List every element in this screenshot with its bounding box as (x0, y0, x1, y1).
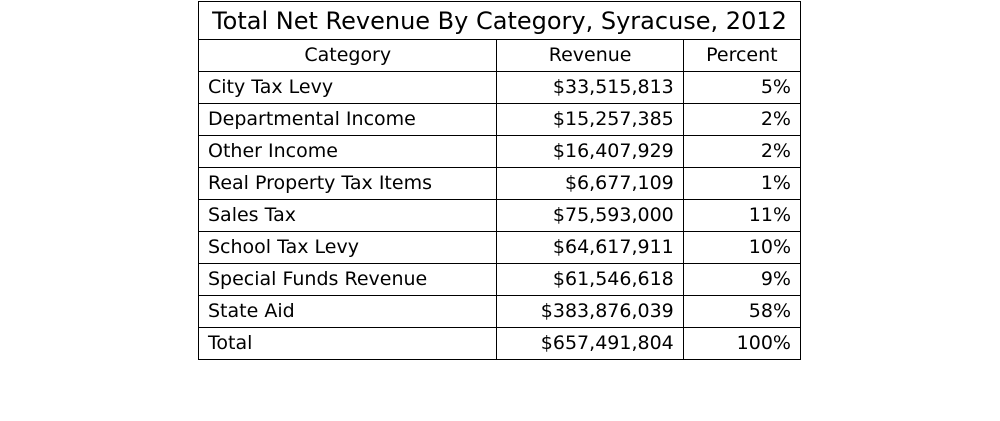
category-cell: Real Property Tax Items (197, 167, 498, 200)
table-row: School Tax Levy $64,617,911 10% (197, 231, 802, 264)
percent-cell: 2% (682, 103, 802, 136)
revenue-cell: $33,515,813 (496, 71, 684, 104)
table-row: Other Income $16,407,929 2% (197, 135, 802, 168)
percent-cell: 5% (682, 71, 802, 104)
percent-cell: 1% (682, 167, 802, 200)
column-header-revenue: Revenue (496, 39, 684, 72)
revenue-cell: $75,593,000 (496, 199, 684, 232)
table-title-row: Total Net Revenue By Category, Syracuse,… (198, 1, 801, 40)
revenue-table: Total Net Revenue By Category, Syracuse,… (197, 1, 802, 360)
category-cell: Special Funds Revenue (197, 263, 498, 296)
table-row: Real Property Tax Items $6,677,109 1% (197, 167, 802, 200)
revenue-cell: $6,677,109 (496, 167, 684, 200)
percent-cell: 10% (682, 231, 802, 264)
table-total-row: Total $657,491,804 100% (197, 327, 802, 360)
category-cell: Sales Tax (197, 199, 498, 232)
table-title: Total Net Revenue By Category, Syracuse,… (198, 1, 801, 40)
percent-cell: 58% (682, 295, 802, 328)
table-header-row: Category Revenue Percent (197, 39, 802, 72)
revenue-cell: $383,876,039 (496, 295, 684, 328)
percent-cell: 2% (682, 135, 802, 168)
total-revenue-cell: $657,491,804 (496, 327, 684, 360)
table-row: Special Funds Revenue $61,546,618 9% (197, 263, 802, 296)
table-row: City Tax Levy $33,515,813 5% (197, 71, 802, 104)
percent-cell: 9% (682, 263, 802, 296)
total-percent-cell: 100% (682, 327, 802, 360)
table-row: Departmental Income $15,257,385 2% (197, 103, 802, 136)
category-cell: Other Income (197, 135, 498, 168)
total-label-cell: Total (197, 327, 498, 360)
revenue-cell: $61,546,618 (496, 263, 684, 296)
revenue-cell: $16,407,929 (496, 135, 684, 168)
column-header-category: Category (197, 39, 498, 72)
table-row: State Aid $383,876,039 58% (197, 295, 802, 328)
revenue-cell: $15,257,385 (496, 103, 684, 136)
revenue-table-container: Total Net Revenue By Category, Syracuse,… (197, 1, 802, 360)
category-cell: State Aid (197, 295, 498, 328)
category-cell: City Tax Levy (197, 71, 498, 104)
column-header-percent: Percent (682, 39, 802, 72)
revenue-cell: $64,617,911 (496, 231, 684, 264)
percent-cell: 11% (682, 199, 802, 232)
category-cell: Departmental Income (197, 103, 498, 136)
table-row: Sales Tax $75,593,000 11% (197, 199, 802, 232)
category-cell: School Tax Levy (197, 231, 498, 264)
